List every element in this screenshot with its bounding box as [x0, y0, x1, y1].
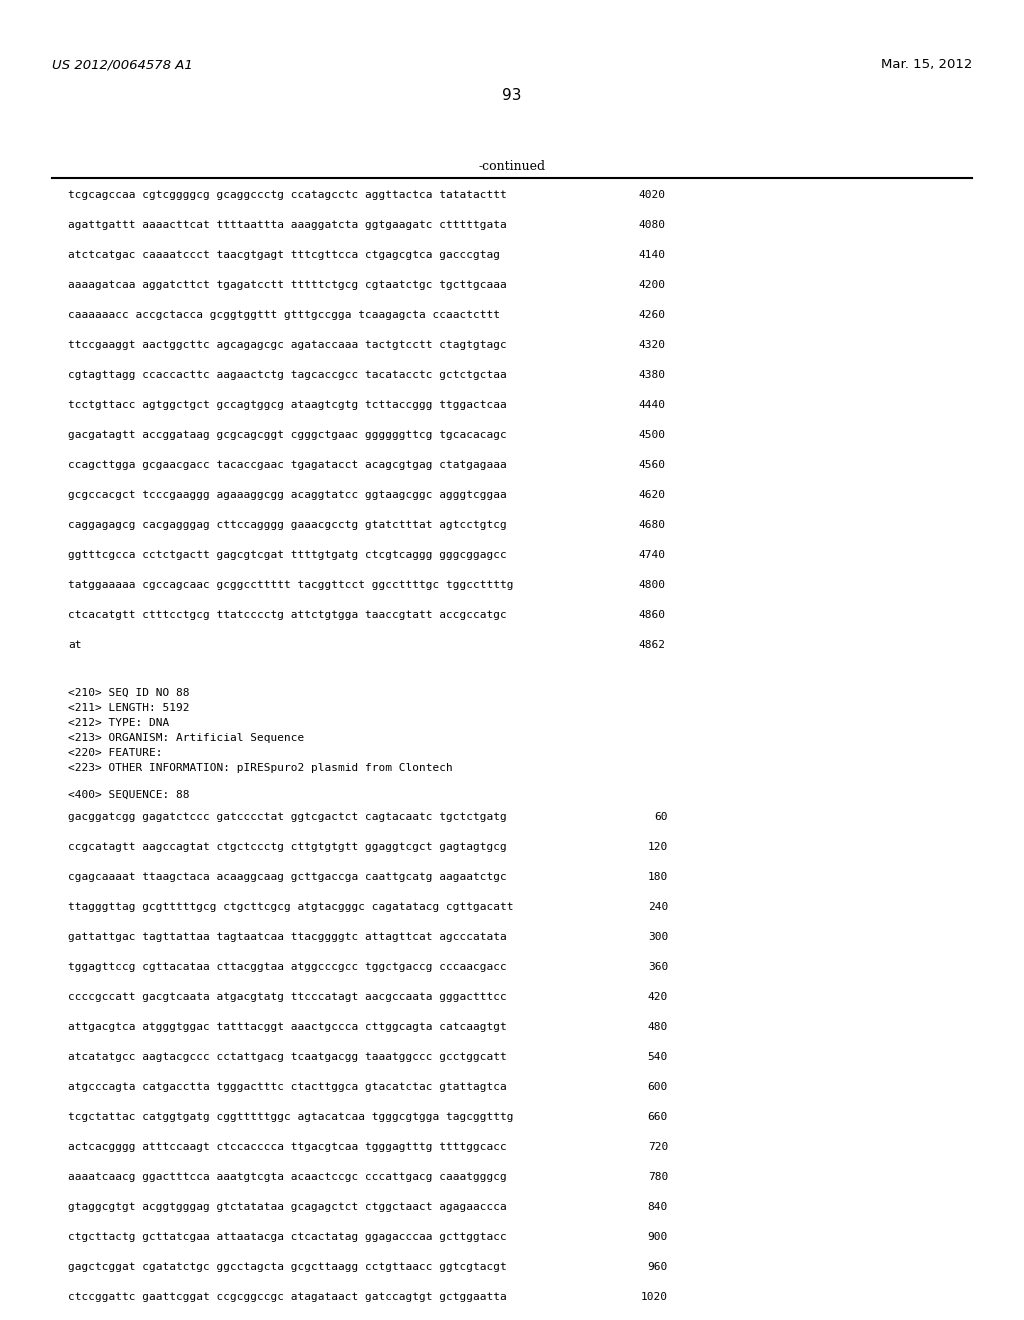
Text: ctgcttactg gcttatcgaa attaatacga ctcactatag ggagacccaa gcttggtacc: ctgcttactg gcttatcgaa attaatacga ctcacta… [68, 1232, 507, 1242]
Text: 4862: 4862 [638, 640, 665, 649]
Text: cgagcaaaat ttaagctaca acaaggcaag gcttgaccga caattgcatg aagaatctgc: cgagcaaaat ttaagctaca acaaggcaag gcttgac… [68, 873, 507, 882]
Text: 780: 780 [648, 1172, 668, 1181]
Text: <223> OTHER INFORMATION: pIRESpuro2 plasmid from Clontech: <223> OTHER INFORMATION: pIRESpuro2 plas… [68, 763, 453, 774]
Text: US 2012/0064578 A1: US 2012/0064578 A1 [52, 58, 193, 71]
Text: 4680: 4680 [638, 520, 665, 531]
Text: 4620: 4620 [638, 490, 665, 500]
Text: ttccgaaggt aactggcttc agcagagcgc agataccaaa tactgtcctt ctagtgtagc: ttccgaaggt aactggcttc agcagagcgc agatacc… [68, 341, 507, 350]
Text: atctcatgac caaaatccct taacgtgagt tttcgttcca ctgagcgtca gacccgtag: atctcatgac caaaatccct taacgtgagt tttcgtt… [68, 249, 500, 260]
Text: 240: 240 [648, 902, 668, 912]
Text: <211> LENGTH: 5192: <211> LENGTH: 5192 [68, 704, 189, 713]
Text: ttagggttag gcgtttttgcg ctgcttcgcg atgtacgggc cagatatacg cgttgacatt: ttagggttag gcgtttttgcg ctgcttcgcg atgtac… [68, 902, 513, 912]
Text: 300: 300 [648, 932, 668, 942]
Text: aaaagatcaa aggatcttct tgagatcctt tttttctgcg cgtaatctgc tgcttgcaaa: aaaagatcaa aggatcttct tgagatcctt tttttct… [68, 280, 507, 290]
Text: 60: 60 [654, 812, 668, 822]
Text: gacgatagtt accggataag gcgcagcggt cgggctgaac ggggggttcg tgcacacagc: gacgatagtt accggataag gcgcagcggt cgggctg… [68, 430, 507, 440]
Text: attgacgtca atgggtggac tatttacggt aaactgccca cttggcagta catcaagtgt: attgacgtca atgggtggac tatttacggt aaactgc… [68, 1022, 507, 1032]
Text: 900: 900 [648, 1232, 668, 1242]
Text: 540: 540 [648, 1052, 668, 1063]
Text: atgcccagta catgacctta tgggactttc ctacttggca gtacatctac gtattagtca: atgcccagta catgacctta tgggactttc ctacttg… [68, 1082, 507, 1092]
Text: caggagagcg cacgagggag cttccagggg gaaacgcctg gtatctttat agtcctgtcg: caggagagcg cacgagggag cttccagggg gaaacgc… [68, 520, 507, 531]
Text: 360: 360 [648, 962, 668, 972]
Text: 600: 600 [648, 1082, 668, 1092]
Text: 4260: 4260 [638, 310, 665, 319]
Text: 4740: 4740 [638, 550, 665, 560]
Text: <212> TYPE: DNA: <212> TYPE: DNA [68, 718, 169, 729]
Text: Mar. 15, 2012: Mar. 15, 2012 [881, 58, 972, 71]
Text: gcgccacgct tcccgaaggg agaaaggcgg acaggtatcc ggtaagcggc agggtcggaa: gcgccacgct tcccgaaggg agaaaggcgg acaggta… [68, 490, 507, 500]
Text: 4140: 4140 [638, 249, 665, 260]
Text: <220> FEATURE:: <220> FEATURE: [68, 748, 163, 758]
Text: 660: 660 [648, 1111, 668, 1122]
Text: 4380: 4380 [638, 370, 665, 380]
Text: ccagcttgga gcgaacgacc tacaccgaac tgagatacct acagcgtgag ctatgagaaa: ccagcttgga gcgaacgacc tacaccgaac tgagata… [68, 459, 507, 470]
Text: aaaatcaacg ggactttcca aaatgtcgta acaactccgc cccattgacg caaatgggcg: aaaatcaacg ggactttcca aaatgtcgta acaactc… [68, 1172, 507, 1181]
Text: 4200: 4200 [638, 280, 665, 290]
Text: 960: 960 [648, 1262, 668, 1272]
Text: 4860: 4860 [638, 610, 665, 620]
Text: -continued: -continued [478, 160, 546, 173]
Text: 4560: 4560 [638, 459, 665, 470]
Text: <210> SEQ ID NO 88: <210> SEQ ID NO 88 [68, 688, 189, 698]
Text: <213> ORGANISM: Artificial Sequence: <213> ORGANISM: Artificial Sequence [68, 733, 304, 743]
Text: 480: 480 [648, 1022, 668, 1032]
Text: 4440: 4440 [638, 400, 665, 411]
Text: 4500: 4500 [638, 430, 665, 440]
Text: gattattgac tagttattaa tagtaatcaa ttacggggtc attagttcat agcccatata: gattattgac tagttattaa tagtaatcaa ttacggg… [68, 932, 507, 942]
Text: tatggaaaaa cgccagcaac gcggccttttt tacggttcct ggccttttgc tggccttttg: tatggaaaaa cgccagcaac gcggccttttt tacggt… [68, 579, 513, 590]
Text: ctccggattc gaattcggat ccgcggccgc atagataact gatccagtgt gctggaatta: ctccggattc gaattcggat ccgcggccgc atagata… [68, 1292, 507, 1302]
Text: caaaaaacc accgctacca gcggtggttt gtttgccgga tcaagagcta ccaactcttt: caaaaaacc accgctacca gcggtggttt gtttgccg… [68, 310, 500, 319]
Text: 4320: 4320 [638, 341, 665, 350]
Text: gtaggcgtgt acggtgggag gtctatataa gcagagctct ctggctaact agagaaccca: gtaggcgtgt acggtgggag gtctatataa gcagagc… [68, 1203, 507, 1212]
Text: 420: 420 [648, 993, 668, 1002]
Text: <400> SEQUENCE: 88: <400> SEQUENCE: 88 [68, 789, 189, 800]
Text: ccgcatagtt aagccagtat ctgctccctg cttgtgtgtt ggaggtcgct gagtagtgcg: ccgcatagtt aagccagtat ctgctccctg cttgtgt… [68, 842, 507, 851]
Text: ctcacatgtt ctttcctgcg ttatcccctg attctgtgga taaccgtatt accgccatgc: ctcacatgtt ctttcctgcg ttatcccctg attctgt… [68, 610, 507, 620]
Text: cgtagttagg ccaccacttc aagaactctg tagcaccgcc tacatacctc gctctgctaa: cgtagttagg ccaccacttc aagaactctg tagcacc… [68, 370, 507, 380]
Text: tcgcagccaa cgtcggggcg gcaggccctg ccatagcctc aggttactca tatatacttt: tcgcagccaa cgtcggggcg gcaggccctg ccatagc… [68, 190, 507, 201]
Text: ggtttcgcca cctctgactt gagcgtcgat ttttgtgatg ctcgtcaggg gggcggagcc: ggtttcgcca cctctgactt gagcgtcgat ttttgtg… [68, 550, 507, 560]
Text: 720: 720 [648, 1142, 668, 1152]
Text: tcctgttacc agtggctgct gccagtggcg ataagtcgtg tcttaccggg ttggactcaa: tcctgttacc agtggctgct gccagtggcg ataagtc… [68, 400, 507, 411]
Text: 840: 840 [648, 1203, 668, 1212]
Text: tggagttccg cgttacataa cttacggtaa atggcccgcc tggctgaccg cccaacgacc: tggagttccg cgttacataa cttacggtaa atggccc… [68, 962, 507, 972]
Text: agattgattt aaaacttcat ttttaattta aaaggatcta ggtgaagatc ctttttgata: agattgattt aaaacttcat ttttaattta aaaggat… [68, 220, 507, 230]
Text: 4800: 4800 [638, 579, 665, 590]
Text: ccccgccatt gacgtcaata atgacgtatg ttcccatagt aacgccaata gggactttcc: ccccgccatt gacgtcaata atgacgtatg ttcccat… [68, 993, 507, 1002]
Text: atcatatgcc aagtacgccc cctattgacg tcaatgacgg taaatggccc gcctggcatt: atcatatgcc aagtacgccc cctattgacg tcaatga… [68, 1052, 507, 1063]
Text: at: at [68, 640, 82, 649]
Text: gacggatcgg gagatctccc gatcccctat ggtcgactct cagtacaatc tgctctgatg: gacggatcgg gagatctccc gatcccctat ggtcgac… [68, 812, 507, 822]
Text: tcgctattac catggtgatg cggtttttggc agtacatcaa tgggcgtgga tagcggtttg: tcgctattac catggtgatg cggtttttggc agtaca… [68, 1111, 513, 1122]
Text: actcacgggg atttccaagt ctccacccca ttgacgtcaa tgggagtttg ttttggcacc: actcacgggg atttccaagt ctccacccca ttgacgt… [68, 1142, 507, 1152]
Text: 93: 93 [502, 88, 522, 103]
Text: gagctcggat cgatatctgc ggcctagcta gcgcttaagg cctgttaacc ggtcgtacgt: gagctcggat cgatatctgc ggcctagcta gcgctta… [68, 1262, 507, 1272]
Text: 120: 120 [648, 842, 668, 851]
Text: 4020: 4020 [638, 190, 665, 201]
Text: 180: 180 [648, 873, 668, 882]
Text: 4080: 4080 [638, 220, 665, 230]
Text: 1020: 1020 [641, 1292, 668, 1302]
